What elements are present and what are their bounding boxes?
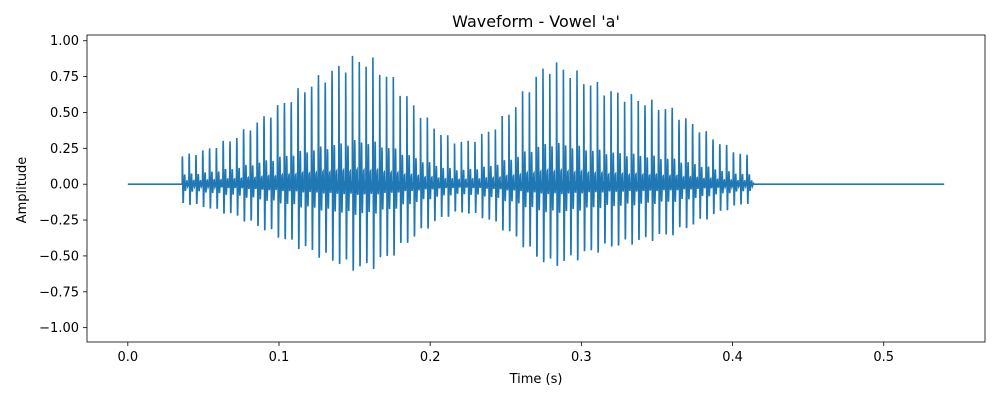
y-tick-label: −1.00 <box>39 321 79 336</box>
waveform-line <box>127 55 945 271</box>
x-tick-label: 0.2 <box>420 350 441 365</box>
y-tick-label: −0.75 <box>39 285 79 300</box>
plot-area <box>127 55 945 271</box>
x-tick-label: 0.1 <box>269 350 290 365</box>
y-tick-label: 0.25 <box>50 142 79 157</box>
y-tick-label: 0.50 <box>50 106 79 121</box>
y-tick-label: −0.25 <box>39 214 79 229</box>
chart-title: Waveform - Vowel 'a' <box>452 12 620 31</box>
y-tick-label: 1.00 <box>50 34 79 49</box>
x-tick-label: 0.3 <box>571 350 592 365</box>
axes-frame <box>86 34 986 343</box>
x-tick-label: 0.0 <box>117 350 138 365</box>
y-tick-label: 0.00 <box>50 178 79 193</box>
x-tick-label: 0.4 <box>722 350 743 365</box>
y-axis-label: Amplitude <box>15 157 30 224</box>
x-axis-label: Time (s) <box>509 372 563 387</box>
y-tick-label: −0.50 <box>39 249 79 264</box>
y-tick-label: 0.75 <box>50 70 79 85</box>
axes: 0.0 0.1 0.2 0.3 0.4 0.5 1.00 0.75 0.50 0.25 0.00 −0… <box>39 34 986 365</box>
x-tick-label: 0.5 <box>873 350 894 365</box>
